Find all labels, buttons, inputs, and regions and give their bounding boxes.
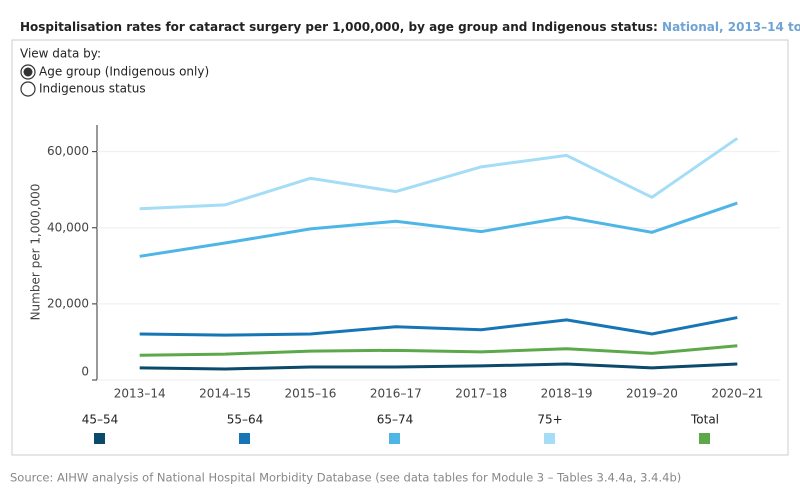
y-tick-label: 0 <box>81 365 89 379</box>
legend-label[interactable]: 55–64 <box>227 413 264 427</box>
y-tick-label: 40,000 <box>47 220 89 234</box>
legend-label[interactable]: 75+ <box>537 413 562 427</box>
y-tick-label: 20,000 <box>47 296 89 310</box>
subtitle: National, 2013–14 to 2020–21 <box>662 20 800 34</box>
line-series <box>139 201 738 258</box>
legend-swatch[interactable] <box>389 433 400 444</box>
radio-dot <box>23 67 33 77</box>
line-series <box>139 344 738 357</box>
legend-label[interactable]: Total <box>690 413 719 427</box>
legend-swatch[interactable] <box>94 433 105 444</box>
x-tick-label: 2019–20 <box>626 387 678 401</box>
x-tick-label: 2020–21 <box>711 387 763 401</box>
x-tick-label: 2018–19 <box>541 387 593 401</box>
frame <box>11 39 789 456</box>
title-main: Hospitalisation rates for cataract surge… <box>20 20 658 34</box>
source: Source: AIHW analysis of National Hospit… <box>10 471 681 485</box>
x-tick-label: 2015–16 <box>285 387 337 401</box>
x-tick-label: 2016–17 <box>370 387 422 401</box>
y-tick-label: 60,000 <box>47 144 89 158</box>
line-series <box>139 316 738 337</box>
legend-swatch[interactable] <box>699 433 710 444</box>
line-series <box>139 362 738 371</box>
legend-label[interactable]: 65–74 <box>377 413 414 427</box>
chart-title: Hospitalisation rates for cataract surge… <box>20 20 800 34</box>
y-axis-title: Number per 1,000,000 <box>29 184 43 321</box>
x-tick-label: 2014–15 <box>199 387 251 401</box>
x-tick-label: 2013–14 <box>114 387 166 401</box>
legend-label[interactable]: 45–54 <box>82 413 119 427</box>
legend-swatch[interactable] <box>239 433 250 444</box>
legend-swatch[interactable] <box>544 433 555 444</box>
line-series <box>139 137 739 211</box>
radio-label[interactable]: Indigenous status <box>39 82 146 96</box>
x-tick-label: 2017–18 <box>455 387 507 401</box>
radio-button[interactable] <box>20 81 36 97</box>
radio-label[interactable]: Age group (Indigenous only) <box>39 65 209 79</box>
control-label: View data by: <box>20 47 101 61</box>
